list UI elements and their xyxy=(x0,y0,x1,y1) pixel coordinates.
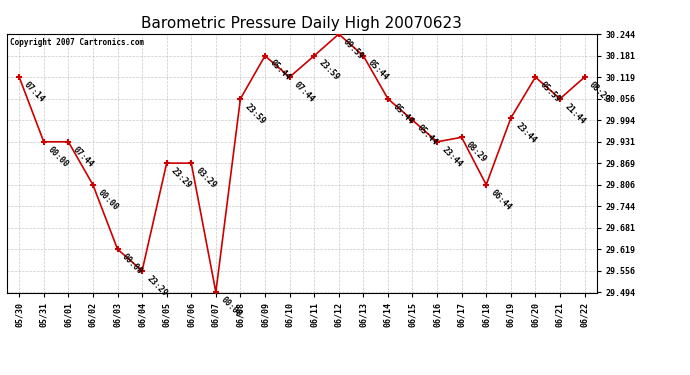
Text: 00:00: 00:00 xyxy=(96,188,120,211)
Text: 00:00: 00:00 xyxy=(46,145,70,169)
Text: 23:29: 23:29 xyxy=(145,274,169,298)
Text: 23:44: 23:44 xyxy=(513,121,538,145)
Text: 23:44: 23:44 xyxy=(440,145,464,169)
Text: 05:44: 05:44 xyxy=(268,58,292,82)
Text: 23:59: 23:59 xyxy=(317,58,341,82)
Text: 23:29: 23:29 xyxy=(170,166,193,190)
Title: Barometric Pressure Daily High 20070623: Barometric Pressure Daily High 20070623 xyxy=(141,16,462,31)
Text: 07:14: 07:14 xyxy=(22,80,46,104)
Text: Copyright 2007 Cartronics.com: Copyright 2007 Cartronics.com xyxy=(10,38,144,46)
Text: 09:59: 09:59 xyxy=(342,37,366,61)
Text: 06:44: 06:44 xyxy=(489,188,513,211)
Text: 21:44: 21:44 xyxy=(563,102,586,126)
Text: 08:29: 08:29 xyxy=(464,140,489,164)
Text: 08:29: 08:29 xyxy=(587,80,611,104)
Text: 05:44: 05:44 xyxy=(391,102,415,126)
Text: 07:44: 07:44 xyxy=(293,80,317,104)
Text: 23:59: 23:59 xyxy=(243,102,267,126)
Text: 05:59: 05:59 xyxy=(538,80,562,104)
Text: 05:44: 05:44 xyxy=(366,58,390,82)
Text: 00:00: 00:00 xyxy=(120,252,144,276)
Text: 05:44: 05:44 xyxy=(415,123,440,147)
Text: 00:00: 00:00 xyxy=(219,295,243,319)
Text: 03:29: 03:29 xyxy=(194,166,218,190)
Text: 07:44: 07:44 xyxy=(71,145,95,169)
